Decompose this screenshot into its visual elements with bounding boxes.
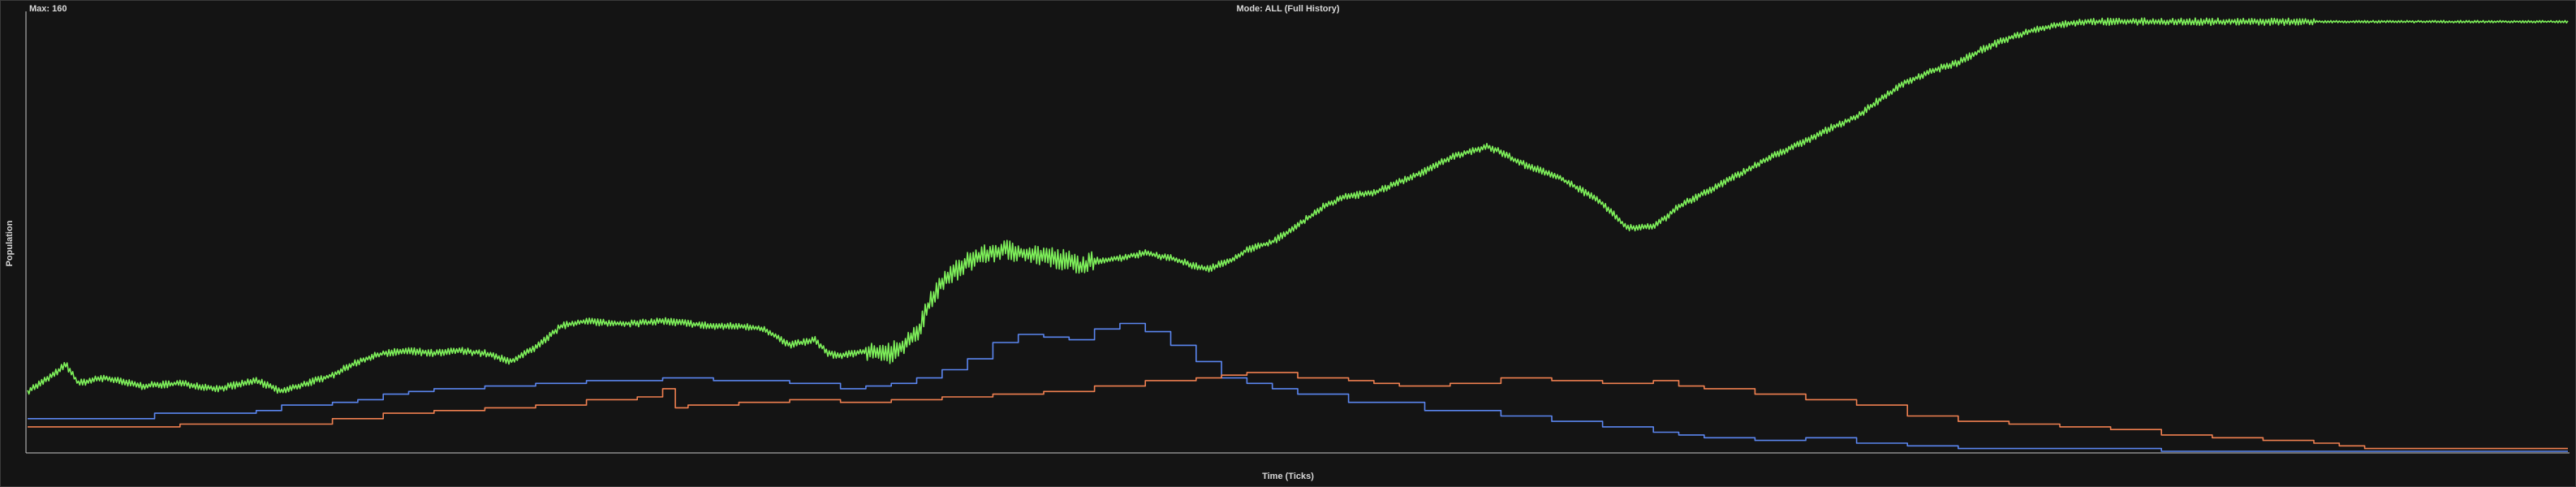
series-layer	[27, 17, 2569, 452]
series-line-1	[27, 17, 2569, 395]
series-line-3	[28, 372, 2568, 450]
series-line-2	[28, 322, 2568, 452]
max-label: Max: 160	[29, 4, 67, 14]
mode-label: Mode: ALL (Full History)	[1236, 4, 1340, 14]
x-axis-label: Time (Ticks)	[1262, 472, 1314, 481]
